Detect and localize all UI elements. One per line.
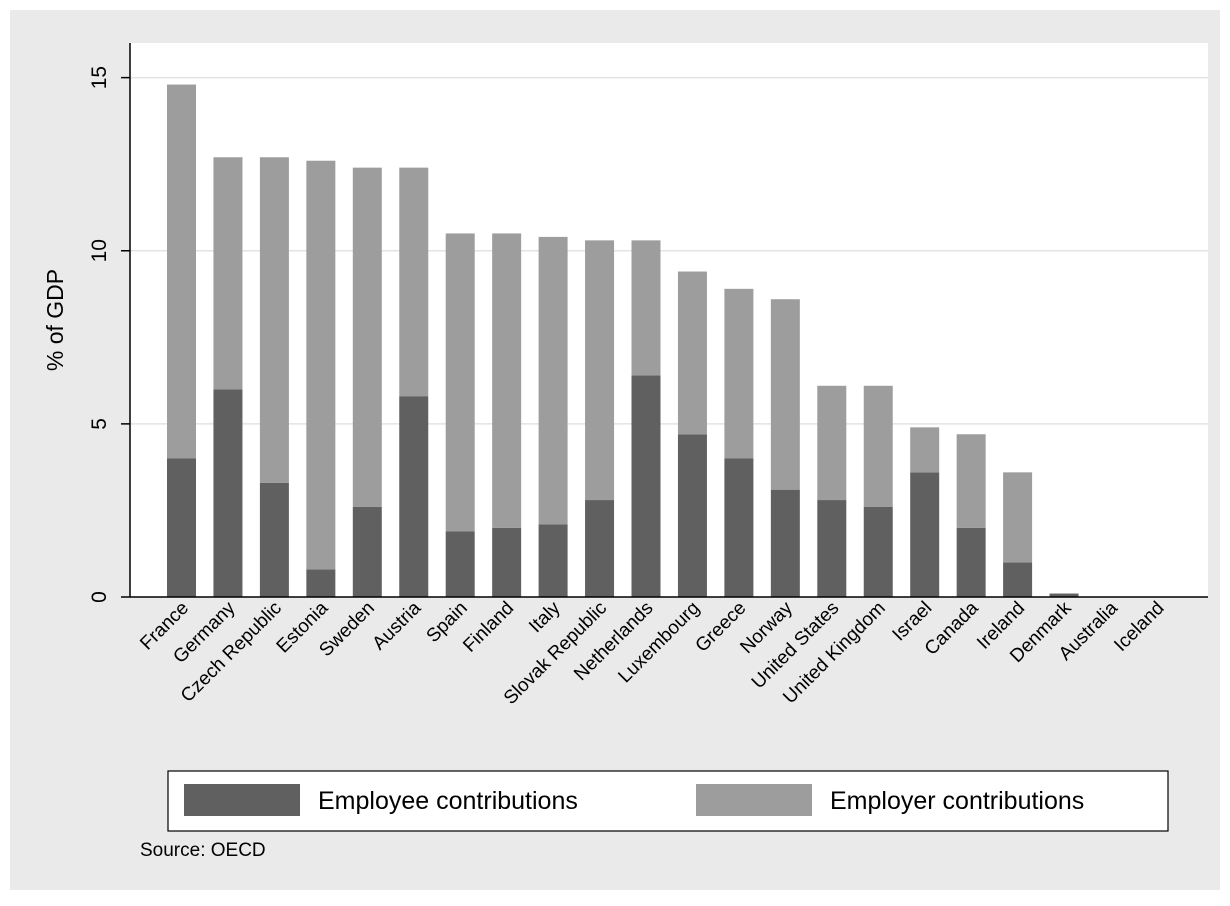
plot-area (130, 43, 1208, 597)
bar-employee-norway (770, 489, 800, 597)
bar-employer-norway (770, 299, 800, 490)
bar-employee-canada (956, 527, 986, 597)
bar-employer-netherlands (631, 240, 661, 376)
bar-employer-czech-republic (259, 157, 289, 483)
y-tick-label: 15 (88, 66, 111, 89)
bars (167, 84, 1079, 597)
bar-employer-spain (445, 233, 475, 532)
bar-employer-slovak-republic (585, 240, 615, 501)
bar-employee-luxembourg (677, 434, 707, 597)
legend-swatch-employee (184, 784, 300, 816)
bar-employer-france (167, 84, 196, 459)
y-axis-ticks: 0 5 10 15 (88, 66, 130, 603)
bar-employee-united-states (817, 500, 847, 597)
bar-employer-austria (399, 167, 429, 397)
bar-employer-italy (538, 236, 568, 525)
bar-employee-slovak-republic (585, 500, 615, 597)
bar-employee-greece (724, 458, 754, 597)
bar-employer-canada (956, 434, 986, 528)
bar-employer-finland (492, 233, 522, 528)
bar-employee-ireland (1003, 562, 1033, 597)
bar-employer-ireland (1003, 472, 1033, 563)
bar-employee-denmark (1049, 593, 1079, 597)
legend-box (167, 770, 1169, 832)
bar-employer-sweden (352, 167, 382, 507)
bar-employee-israel (910, 472, 940, 597)
bar-employee-united-kingdom (863, 506, 893, 597)
bar-employee-sweden (352, 506, 382, 597)
bar-employee-germany (213, 389, 243, 597)
bar-employer-estonia (306, 160, 336, 570)
bar-employer-israel (910, 427, 940, 473)
bar-employer-united-kingdom (863, 385, 893, 507)
legend-label-employer: Employer contributions (830, 787, 1084, 815)
bar-employee-italy (538, 524, 568, 597)
bar-employer-greece (724, 288, 754, 459)
bar-employee-netherlands (631, 375, 661, 597)
bar-employee-czech-republic (259, 482, 289, 597)
bar-employer-germany (213, 157, 243, 390)
source-note: Source: OECD (140, 840, 266, 861)
legend-label-employee: Employee contributions (318, 787, 578, 815)
bar-employer-luxembourg (677, 271, 707, 435)
bar-employer-united-states (817, 385, 847, 501)
bar-employee-estonia (306, 569, 336, 597)
bar-employee-spain (445, 531, 475, 597)
bar-employee-austria (399, 396, 429, 597)
bar-employee-finland (492, 527, 522, 597)
bar-employee-france (167, 458, 196, 597)
legend-swatch-employer (696, 784, 812, 816)
y-axis-label: % of GDP (42, 269, 68, 371)
y-tick-label: 10 (88, 239, 111, 262)
y-tick-label: 0 (88, 591, 111, 603)
legend: Employee contributions Employer contribu… (167, 770, 1169, 832)
y-tick-label: 5 (88, 418, 111, 430)
